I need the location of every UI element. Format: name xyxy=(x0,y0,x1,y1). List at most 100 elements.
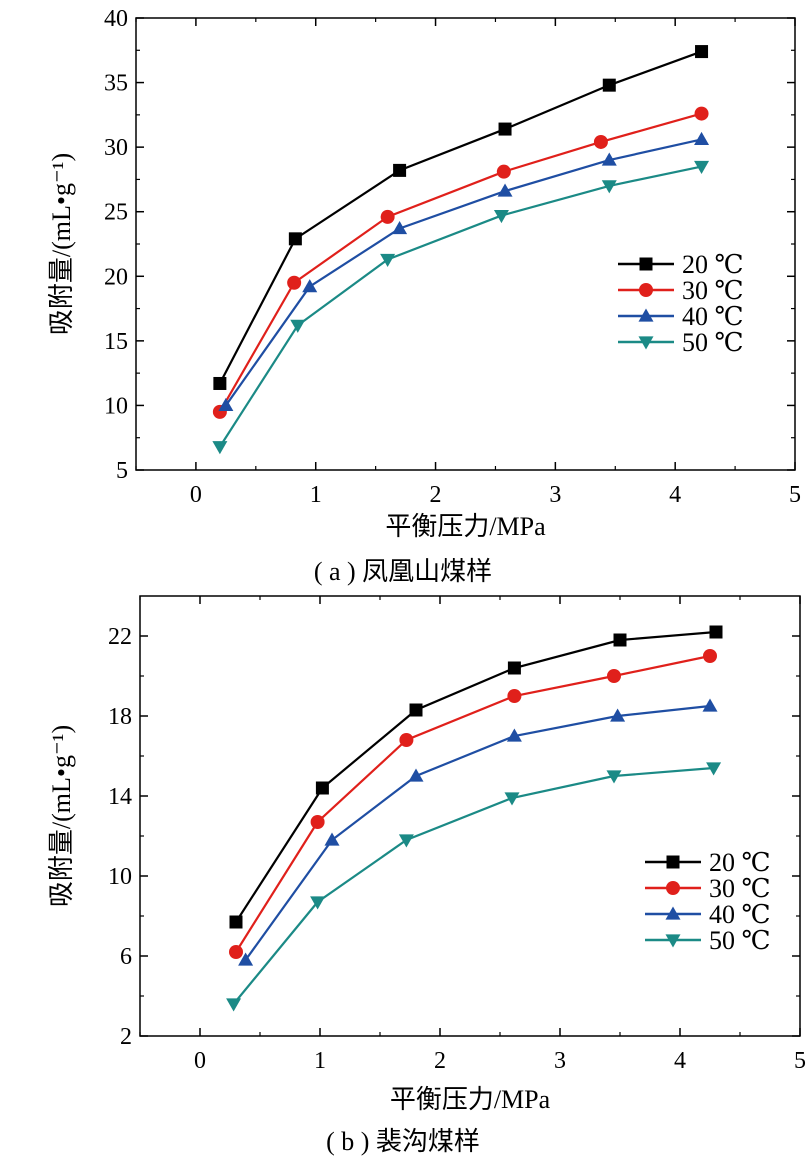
data-point xyxy=(694,160,710,175)
data-point xyxy=(302,279,318,293)
legend-marker xyxy=(638,336,654,350)
series-line xyxy=(224,138,702,407)
legend-marker xyxy=(665,906,681,920)
y-axis-label: 吸附量/(mL•g⁻¹) xyxy=(47,153,76,335)
y-tick-label: 5 xyxy=(116,458,128,484)
legend-label: 20 ℃ xyxy=(709,848,771,877)
series-line xyxy=(235,654,711,953)
legend-label: 40 ℃ xyxy=(682,302,744,331)
y-tick-label: 6 xyxy=(120,944,132,970)
data-point xyxy=(703,649,717,663)
series-30C xyxy=(229,649,717,959)
panel-caption: ( b ) 裴沟煤样 xyxy=(326,1127,480,1156)
data-point xyxy=(218,397,234,412)
data-point xyxy=(694,106,709,121)
series-30C xyxy=(212,106,709,419)
data-point xyxy=(601,152,617,166)
series-line xyxy=(235,630,717,923)
data-point xyxy=(226,998,242,1012)
data-point xyxy=(504,792,520,806)
data-point xyxy=(606,770,622,784)
y-tick-label: 40 xyxy=(104,6,128,32)
chart-panel-b: 0 1 2 3 4 5 2 6 10 14 18 22 平衡压力/MPa 吸附量/(mL•g⁻¹) ( b … xyxy=(47,595,806,1156)
series-line xyxy=(218,165,702,448)
y-tick-label: 10 xyxy=(108,864,132,890)
x-tick-label: 4 xyxy=(674,1048,686,1074)
data-point xyxy=(229,945,243,959)
series-20C xyxy=(213,45,709,390)
series-line xyxy=(232,766,714,1005)
data-point xyxy=(493,209,509,224)
data-point xyxy=(229,915,243,929)
data-point xyxy=(706,762,722,776)
y-axis-label: 吸附量/(mL•g⁻¹) xyxy=(47,725,76,907)
y-tick-label: 2 xyxy=(120,1024,132,1050)
data-point xyxy=(496,164,511,179)
series-50C xyxy=(226,762,722,1012)
data-point xyxy=(393,163,407,177)
legend-label: 30 ℃ xyxy=(682,276,744,305)
x-tick-label: 1 xyxy=(314,1048,326,1074)
data-point xyxy=(610,708,626,722)
legend-label: 20 ℃ xyxy=(682,250,744,279)
legend-marker xyxy=(639,257,653,271)
plot-frame xyxy=(139,595,801,1037)
panel-caption: ( a ) 凤凰山煤样 xyxy=(314,557,492,586)
data-point xyxy=(507,661,521,675)
y-tick-label: 20 xyxy=(104,264,128,290)
y-tick-label: 10 xyxy=(104,393,128,419)
x-tick-label: 5 xyxy=(794,1048,806,1074)
data-point xyxy=(324,832,340,846)
data-point xyxy=(709,625,723,639)
x-axis-label: 平衡压力/MPa xyxy=(385,512,546,541)
x-tick-label: 3 xyxy=(554,1048,566,1074)
x-axis-label: 平衡压力/MPa xyxy=(390,1085,551,1114)
data-point xyxy=(506,728,522,742)
y-tick-label: 25 xyxy=(104,200,128,226)
x-tick-label: 1 xyxy=(310,482,322,508)
data-point xyxy=(408,768,424,782)
data-point xyxy=(497,183,513,197)
data-point xyxy=(607,669,621,683)
legend: 20 ℃30 ℃40 ℃50 ℃ xyxy=(618,250,744,357)
series-line xyxy=(218,112,702,413)
legend-marker xyxy=(638,308,654,322)
legend-label: 30 ℃ xyxy=(709,874,771,903)
legend-marker xyxy=(639,283,653,297)
y-tick-label: 15 xyxy=(104,329,128,355)
legend-marker xyxy=(666,855,680,869)
legend-label: 40 ℃ xyxy=(709,900,771,929)
data-point xyxy=(290,319,306,333)
x-tick-label: 0 xyxy=(194,1048,206,1074)
y-tick-label: 22 xyxy=(108,624,132,650)
data-point xyxy=(287,275,302,290)
series-50C xyxy=(212,160,710,455)
data-point xyxy=(380,209,395,224)
data-point xyxy=(238,952,254,966)
data-point xyxy=(392,221,408,235)
y-tick-label: 30 xyxy=(104,135,128,161)
series-20C xyxy=(229,625,723,929)
data-point xyxy=(310,815,325,829)
y-tick-label: 35 xyxy=(104,71,128,97)
legend: 20 ℃30 ℃40 ℃50 ℃ xyxy=(645,848,771,955)
data-point xyxy=(409,703,423,717)
data-point xyxy=(398,834,414,848)
x-tick-label: 2 xyxy=(430,482,442,508)
data-point xyxy=(601,180,617,194)
data-point xyxy=(399,733,414,747)
data-point xyxy=(602,78,616,92)
data-point xyxy=(380,253,396,267)
y-tick-label: 14 xyxy=(108,784,132,810)
legend-label: 50 ℃ xyxy=(682,328,744,357)
legend-label: 50 ℃ xyxy=(709,926,771,955)
x-tick-label: 5 xyxy=(789,482,801,508)
series-40C xyxy=(238,698,718,966)
data-point xyxy=(498,122,512,136)
data-point xyxy=(213,376,227,390)
data-point xyxy=(288,232,302,246)
plot-frame xyxy=(135,17,796,471)
series-line xyxy=(244,704,711,961)
chart-panel-a: 0 1 2 3 4 5 5 10 15 20 25 30 35 40 平衡压力/MPa 吸附量/(mL•g⁻¹… xyxy=(47,6,801,586)
